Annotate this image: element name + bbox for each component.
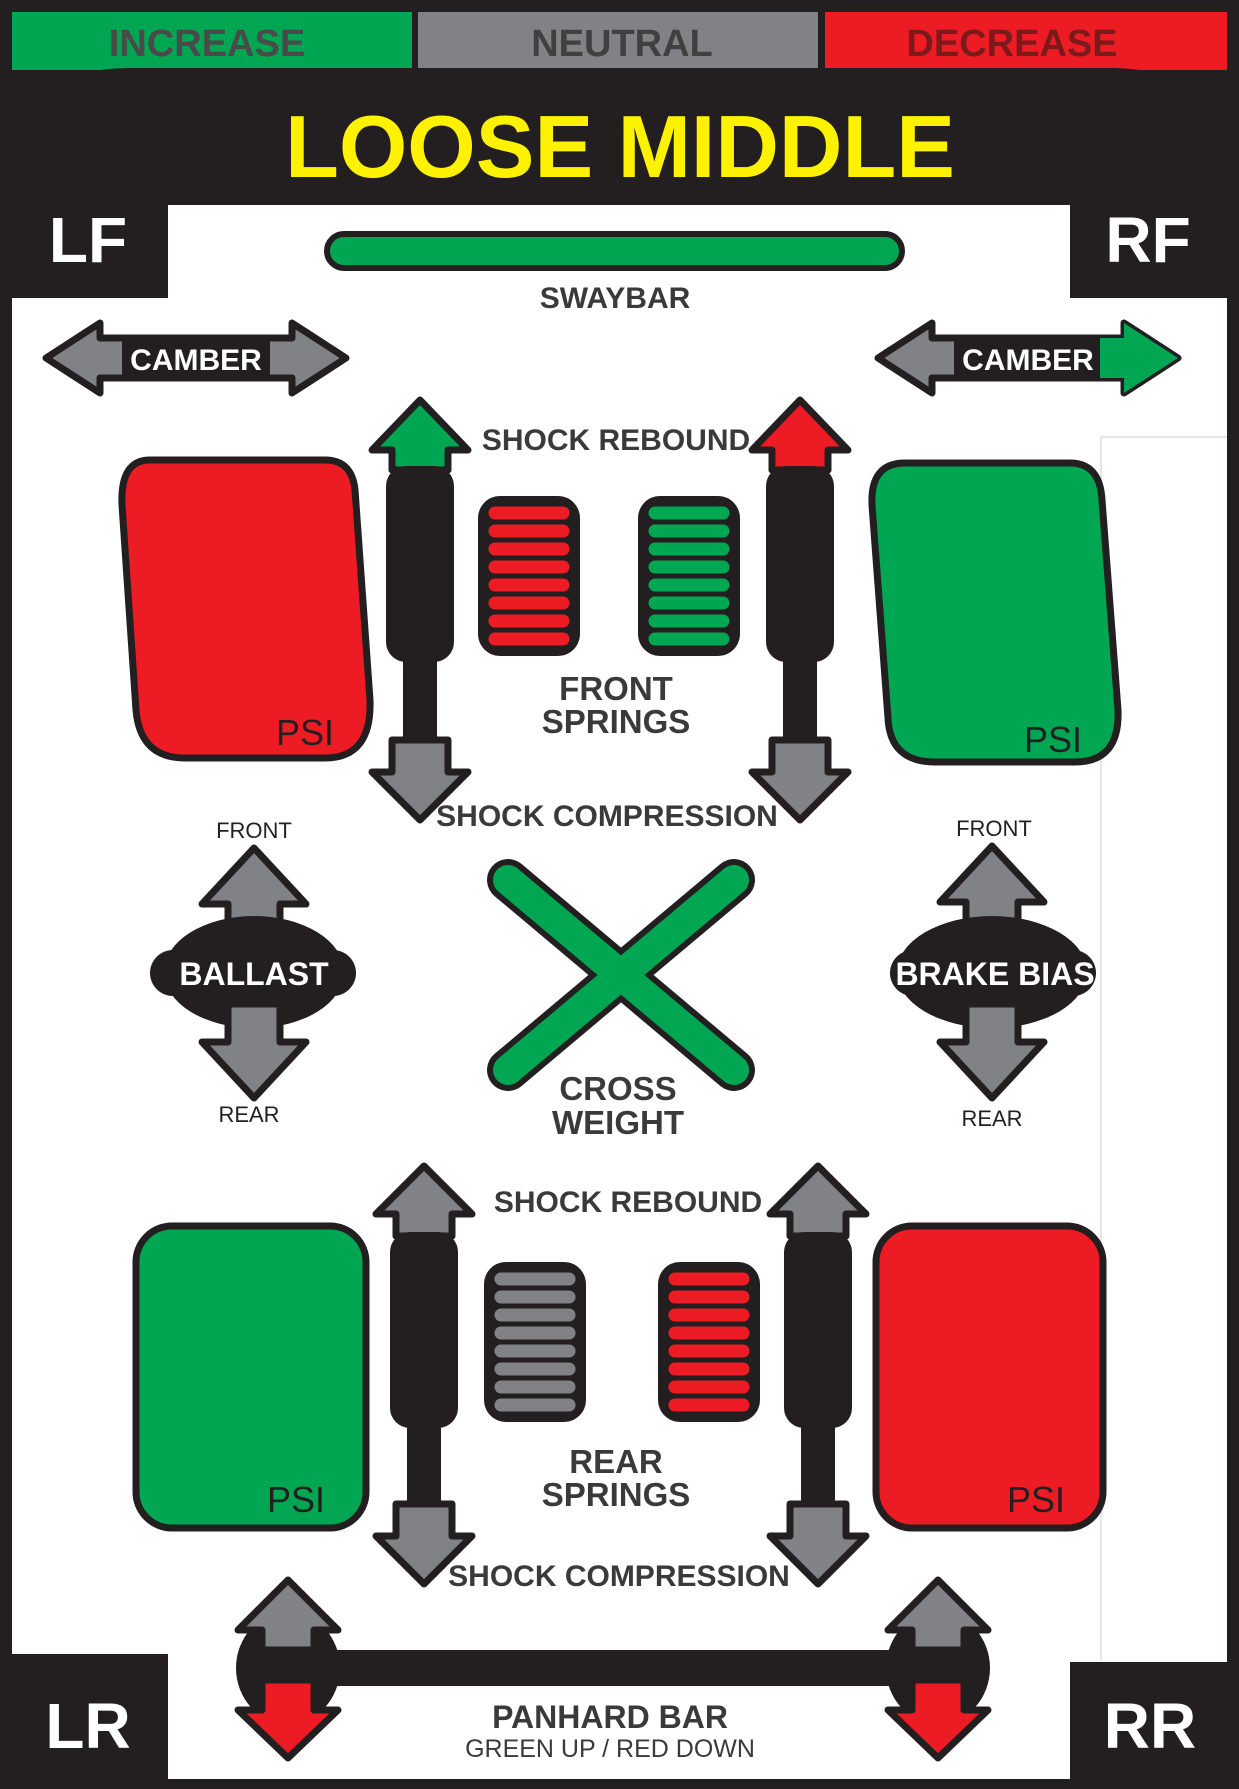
legend-increase-swatch bbox=[12, 12, 412, 70]
panhard-bar bbox=[234, 1576, 992, 1762]
legend-decrease-swatch bbox=[825, 12, 1227, 70]
front-springs-label-2: SPRINGS bbox=[542, 703, 691, 740]
tire-rf-pressure bbox=[868, 459, 1122, 766]
legend-bar: INCREASE NEUTRAL DECREASE bbox=[12, 12, 1227, 205]
psi-rf-label: PSI bbox=[1024, 719, 1082, 760]
tire-lf-pressure bbox=[118, 456, 374, 762]
panhard-left-down-arrow bbox=[234, 1676, 342, 1762]
shock-rf-compression-arrow bbox=[748, 736, 852, 824]
cross-weight-label-2: WEIGHT bbox=[552, 1104, 684, 1141]
panhard-right-up-arrow bbox=[884, 1576, 992, 1654]
front-shock-rebound-label: SHOCK REBOUND bbox=[482, 424, 750, 457]
camber-rf-arrow: CAMBER bbox=[874, 319, 1182, 397]
camber-rf-label: CAMBER bbox=[962, 344, 1094, 377]
swaybar-label: SWAYBAR bbox=[540, 282, 691, 315]
ballast-rear-label: REAR bbox=[218, 1102, 279, 1127]
shock-rr bbox=[766, 1162, 870, 1588]
rear-springs-label-1: REAR bbox=[569, 1443, 663, 1480]
psi-lr-label: PSI bbox=[267, 1479, 325, 1520]
title-panel bbox=[12, 68, 1227, 205]
panhard-label: PANHARD BAR bbox=[492, 1699, 728, 1735]
corner-label-rf: RF bbox=[1105, 204, 1190, 276]
rear-springs-label-2: SPRINGS bbox=[542, 1476, 691, 1513]
rear-shock-rebound-label: SHOCK REBOUND bbox=[494, 1186, 762, 1219]
shock-lr bbox=[372, 1162, 476, 1588]
shock-lf bbox=[368, 396, 472, 824]
front-spring-left bbox=[478, 496, 580, 656]
brake-bias-label: BRAKE BIAS bbox=[895, 956, 1094, 992]
shock-rf bbox=[748, 396, 852, 824]
shock-lr-compression-arrow bbox=[372, 1500, 476, 1588]
shock-lf-compression-arrow bbox=[368, 736, 472, 824]
legend-neutral-label: NEUTRAL bbox=[531, 23, 713, 65]
brake-bias-front-label: FRONT bbox=[956, 816, 1032, 841]
tire-lr-pressure bbox=[132, 1222, 370, 1532]
panhard-right-down-arrow bbox=[884, 1676, 992, 1762]
corner-label-lf: LF bbox=[49, 204, 127, 276]
legend-decrease-label: DECREASE bbox=[906, 23, 1117, 65]
cross-weight-label-1: CROSS bbox=[559, 1070, 676, 1107]
rear-spring-left bbox=[484, 1262, 586, 1422]
camber-lf-arrow: CAMBER bbox=[42, 319, 350, 397]
rear-spring-right bbox=[658, 1262, 760, 1422]
brake-bias-rear-arrow bbox=[936, 1000, 1048, 1102]
brake-bias-rear-label: REAR bbox=[961, 1106, 1022, 1131]
corner-label-rr: RR bbox=[1104, 1690, 1196, 1762]
shock-rr-compression-arrow bbox=[766, 1500, 870, 1588]
psi-rr-label: PSI bbox=[1007, 1479, 1065, 1520]
ballast-label: BALLAST bbox=[179, 956, 329, 992]
tire-rr-pressure bbox=[872, 1222, 1107, 1532]
brake-bias-control: FRONT BRAKE BIAS REAR bbox=[890, 816, 1096, 1131]
psi-lf-label: PSI bbox=[276, 712, 334, 753]
legend-increase-label: INCREASE bbox=[109, 23, 305, 65]
rear-shock-compression-label: SHOCK COMPRESSION bbox=[448, 1560, 790, 1593]
front-shock-compression-label: SHOCK COMPRESSION bbox=[436, 800, 778, 833]
ballast-front-label: FRONT bbox=[216, 818, 292, 843]
front-springs-label-1: FRONT bbox=[559, 670, 673, 707]
cross-weight-indicator bbox=[487, 859, 755, 1091]
front-spring-right bbox=[638, 496, 740, 656]
panhard-left-up-arrow bbox=[234, 1576, 342, 1654]
camber-lf-label: CAMBER bbox=[130, 344, 262, 377]
legend-neutral-swatch bbox=[418, 12, 818, 70]
corner-label-lr: LR bbox=[45, 1690, 130, 1762]
panhard-sublabel: GREEN UP / RED DOWN bbox=[465, 1735, 755, 1763]
ballast-control: FRONT BALLAST REAR bbox=[150, 818, 356, 1127]
swaybar-indicator bbox=[324, 231, 905, 271]
ballast-rear-arrow bbox=[198, 1000, 310, 1102]
page-title: LOOSE MIDDLE bbox=[285, 97, 955, 196]
